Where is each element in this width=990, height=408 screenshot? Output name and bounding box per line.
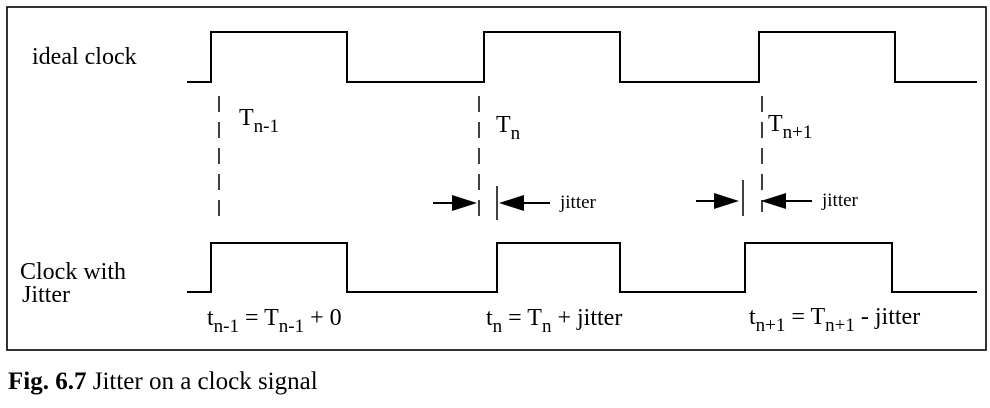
arrow-right-icon — [714, 193, 739, 209]
figure-caption: Fig. 6.7 Jitter on a clock signal — [8, 368, 318, 396]
jitter-clock-label-line1: Clock with — [20, 259, 126, 285]
period-label-1: Tn-1 — [239, 105, 279, 137]
jitter-marker-1: jitter — [433, 186, 597, 220]
ideal-clock-label: ideal clock — [32, 44, 137, 70]
ideal-clock-waveform — [187, 31, 977, 83]
arrow-right-icon — [452, 195, 477, 211]
arrow-left-icon — [761, 193, 786, 209]
jitter-label-2: jitter — [821, 190, 859, 211]
period-label-3: Tn+1 — [768, 111, 812, 143]
diagram-frame — [6, 6, 987, 351]
jitter-clock-waveform — [187, 242, 977, 293]
jitter-label-1: jitter — [559, 192, 597, 213]
equation-3: tn+1 = Tn+1 - jitter — [749, 304, 920, 336]
equation-2: tn = Tn + jitter — [486, 305, 622, 337]
jitter-clock-label-line2: Jitter — [22, 282, 70, 308]
figure-number: Fig. 6.7 — [8, 368, 87, 395]
period-label-2: Tn — [496, 112, 521, 144]
jitter-marker-2: jitter — [696, 180, 859, 216]
equation-1: tn-1 = Tn-1 + 0 — [207, 305, 342, 337]
figure-caption-text: Jitter on a clock signal — [92, 368, 318, 395]
arrow-left-icon — [499, 195, 524, 211]
